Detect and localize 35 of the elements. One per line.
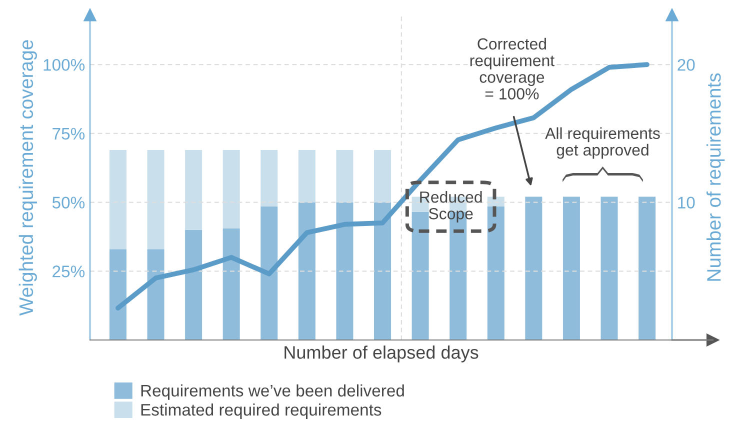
bar <box>222 228 240 340</box>
bar <box>185 230 202 340</box>
bar <box>487 206 504 340</box>
bar <box>374 150 392 202</box>
bar <box>525 196 542 340</box>
bar <box>638 196 656 340</box>
legend-label: Requirements we’ve been delivered <box>141 384 404 400</box>
y-tick-label: 50% <box>52 196 85 208</box>
bar <box>147 150 164 250</box>
x-axis-title: Number of elapsed days <box>284 346 478 362</box>
bar <box>374 202 392 340</box>
annotation: Corrected requirement coverage = 100% <box>470 38 554 100</box>
legend-label: Estimated required requirements <box>141 403 382 419</box>
annotation: All requirements get approved <box>545 127 660 159</box>
bar <box>222 150 240 228</box>
y-axis-title: Weighted requirement coverage <box>18 40 37 316</box>
bar <box>260 150 278 206</box>
bar <box>412 212 429 340</box>
bar <box>109 249 126 340</box>
bar <box>185 150 202 230</box>
bar <box>147 249 164 340</box>
y-tick-label: 25% <box>52 266 85 278</box>
y2-tick-label: 20 <box>678 58 695 71</box>
bar <box>336 202 354 340</box>
bar <box>298 150 316 202</box>
y2-axis-title: Number of requirements <box>706 73 725 281</box>
y-tick-label: 75% <box>52 128 85 140</box>
bar <box>298 202 316 340</box>
y2-tick-label: 10 <box>678 196 695 208</box>
bar <box>600 196 618 340</box>
bar <box>562 196 580 340</box>
bar <box>336 150 354 202</box>
bar <box>109 150 126 250</box>
bar <box>260 206 278 340</box>
y-tick-label: 100% <box>44 58 85 71</box>
